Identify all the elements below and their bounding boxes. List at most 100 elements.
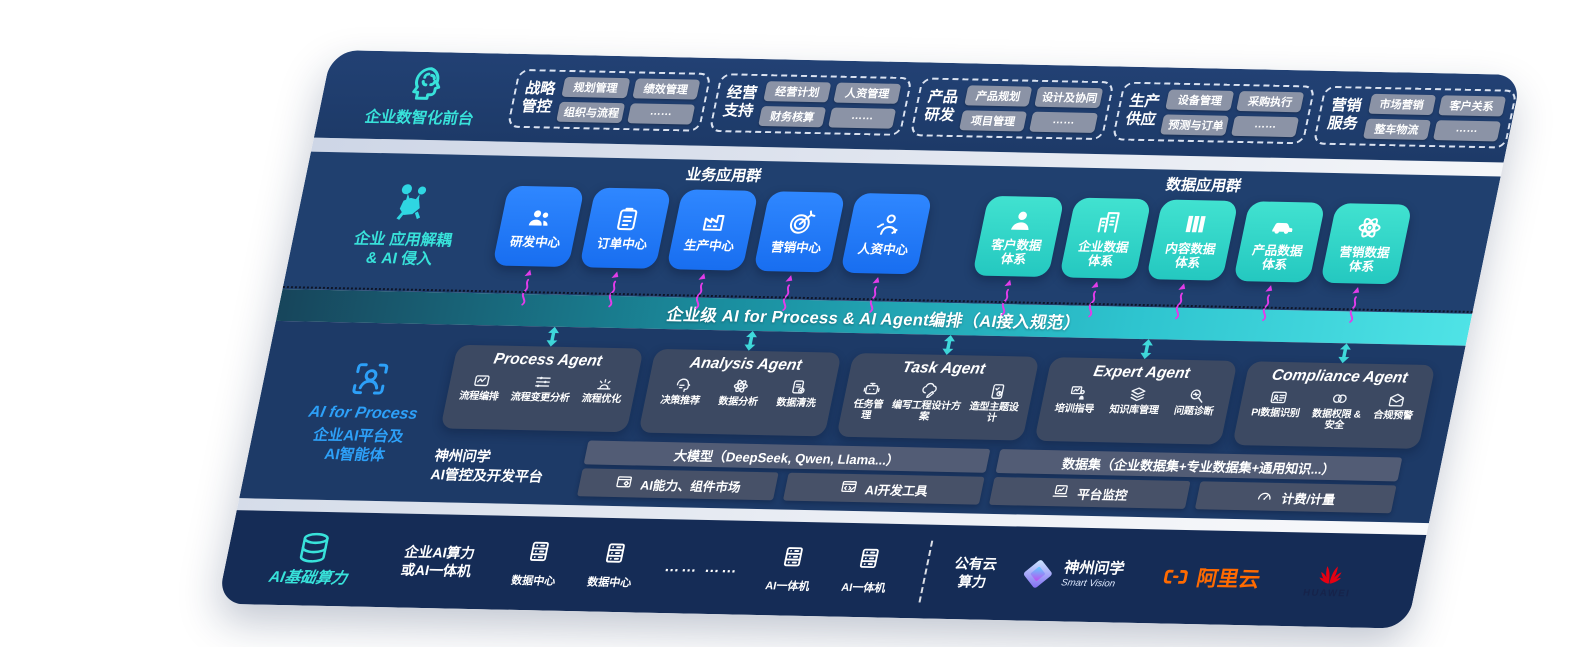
business-app-group: 业务应用群 研发中心 订单中心 生产中心 营销中心 人资中心 bbox=[486, 160, 938, 313]
agents-band: AI for Process 企业AI平台及 AI智能体 Process Age… bbox=[239, 320, 1466, 524]
front-tag: …… bbox=[1432, 119, 1501, 141]
huawei-name: HUAWEI bbox=[1302, 587, 1352, 600]
data-analysis-icon bbox=[730, 376, 753, 395]
agent-item-label: 培训指导 bbox=[1053, 403, 1096, 416]
front-tag: 市场营销 bbox=[1367, 93, 1436, 115]
flow-orchestration-icon bbox=[471, 371, 494, 390]
agents-row: Process Agent 流程编排 流程变更分析 流程优化 Analysis Agen… bbox=[440, 325, 1455, 449]
agent-item: 流程优化 bbox=[581, 373, 627, 405]
front-tag: 采购执行 bbox=[1236, 90, 1305, 112]
front-tag: 预测与订单 bbox=[1160, 113, 1230, 136]
model-cell-devtools: AI开发工具 bbox=[782, 472, 985, 505]
metering-icon bbox=[1254, 486, 1276, 507]
apps-band: 企业 应用解耦 & AI 侵入 业务应用群 研发中心 订单中心 生产中心 营销中心 人资… bbox=[282, 151, 1501, 323]
front-tag: …… bbox=[1029, 111, 1098, 133]
agents-side-label: AI for Process 企业AI平台及 AI智能体 bbox=[265, 321, 462, 502]
agent-item: 培训指导 bbox=[1054, 383, 1100, 415]
app-box: 产品数据 体系 bbox=[1233, 201, 1326, 283]
server-label: AI一体机 bbox=[764, 580, 811, 594]
architecture-panel: 企业数智化前台 战略管控 规划管理 绩效管理 组织与流程…… 经营支持 经营计划 人资管理财… bbox=[217, 50, 1522, 629]
server-datacenter-2: 数据中心 bbox=[586, 540, 640, 591]
front-label: 企业数智化前台 bbox=[363, 109, 476, 129]
team-icon bbox=[523, 203, 557, 231]
server-icon bbox=[777, 544, 809, 575]
agent-title: Expert Agent bbox=[1092, 363, 1192, 382]
permission-icon bbox=[1328, 389, 1351, 408]
app-box: 客户数据 体系 bbox=[972, 195, 1065, 278]
ellipsis-text: …… …… bbox=[663, 557, 741, 577]
platform-label: 神州问学 AI管控及开发平台 bbox=[429, 447, 545, 485]
front-tag: 规划管理 bbox=[561, 76, 630, 98]
marketing-data-icon bbox=[1353, 213, 1387, 241]
app-column: 营销中心 bbox=[745, 191, 846, 312]
front-group-name: 产品研发 bbox=[922, 88, 960, 125]
monitor-icon bbox=[1050, 482, 1072, 503]
data-title: 数据应用群 bbox=[1164, 176, 1243, 196]
cluster-text: 企业AI算力 或AI一体机 bbox=[399, 543, 477, 579]
agent-item-label: 数据权限 & 安全 bbox=[1310, 408, 1362, 432]
front-tag: …… bbox=[828, 106, 897, 129]
app-column: 产品数据 体系 bbox=[1225, 201, 1326, 322]
flow-change-icon bbox=[532, 372, 555, 391]
app-column: 订单中心 bbox=[571, 187, 672, 309]
agent-box: Task Agent 任务管理 编写工程设计方案 造型主题设计 bbox=[836, 352, 1040, 441]
agent-items: PI数据识别 数据权限 & 安全 合规预警 bbox=[1239, 387, 1424, 444]
front-group-tags: 市场营销 客户关系 整车物流…… bbox=[1362, 93, 1506, 141]
app-box: 营销数据 体系 bbox=[1320, 203, 1413, 285]
pink-curved-arrow bbox=[859, 275, 889, 313]
agent-box: Analysis Agent 决策推荐 数据分析 数据清洗 bbox=[638, 348, 842, 437]
hr-icon bbox=[871, 210, 905, 238]
dataset-group: 数据集（企业数据集+专业数据集+通用知识...） 平台监控 计费/计量 bbox=[988, 449, 1403, 514]
cell-label: AI能力、组件市场 bbox=[639, 478, 742, 495]
dataset-cell-metering: 计费/计量 bbox=[1194, 481, 1397, 514]
app-box: 内容数据 体系 bbox=[1146, 199, 1239, 281]
agents-label-cn: 企业AI平台及 AI智能体 bbox=[311, 426, 406, 465]
cloud-text: 公有云 算力 bbox=[953, 555, 999, 590]
front-tag: 人资管理 bbox=[833, 82, 902, 104]
pink-curved-arrow bbox=[598, 270, 628, 308]
server-label: AI一体机 bbox=[840, 581, 887, 595]
agent-title: Process Agent bbox=[492, 350, 604, 370]
dev-tools-icon bbox=[837, 477, 859, 498]
task-icon bbox=[860, 379, 883, 398]
server-datacenter-1: 数据中心 bbox=[510, 538, 564, 589]
design-doc-icon bbox=[918, 380, 941, 399]
agent-item-label: 决策推荐 bbox=[659, 394, 701, 407]
app-box: 人资中心 bbox=[840, 193, 933, 275]
pink-curved-arrow bbox=[511, 268, 541, 306]
server-icon bbox=[853, 545, 885, 576]
product-icon bbox=[1266, 211, 1300, 239]
agent-item: 问题诊断 bbox=[1173, 386, 1219, 418]
front-tag: 绩效管理 bbox=[631, 77, 700, 100]
component-market-icon bbox=[613, 473, 635, 494]
dataset-cell-monitor: 平台监控 bbox=[988, 476, 1191, 509]
compute-label: AI基础算力 bbox=[267, 568, 349, 588]
app-box-label: 营销中心 bbox=[769, 240, 823, 256]
front-group-tags: 经营计划 人资管理 财务核算…… bbox=[758, 80, 902, 129]
app-box: 研发中心 bbox=[492, 185, 585, 267]
front-group-name: 战略管控 bbox=[519, 80, 558, 116]
agent-item: 数据权限 & 安全 bbox=[1309, 389, 1367, 432]
pi-data-icon bbox=[1267, 388, 1290, 407]
server-label: 数据中心 bbox=[585, 576, 633, 590]
smartvision-name: 神州问学 bbox=[1062, 559, 1127, 578]
agent-column: Compliance Agent PI数据识别 数据权限 & 安全 合规预警 bbox=[1232, 341, 1439, 449]
server-icon bbox=[523, 538, 555, 569]
agent-item-label: 任务管理 bbox=[852, 399, 885, 422]
agent-item-label: 知识库管理 bbox=[1108, 404, 1160, 417]
app-box-label: 生产中心 bbox=[682, 238, 736, 254]
apps-side-label: 企业 应用解耦 & AI 侵入 bbox=[308, 156, 504, 293]
agent-item: 造型主题设计 bbox=[962, 381, 1029, 424]
teal-double-arrow bbox=[1335, 343, 1355, 364]
apps-label: 企业 应用解耦 & AI 侵入 bbox=[352, 230, 454, 269]
data-boxes: 客户数据 体系 企业数据 体系 内容数据 体系 产品数据 体系 营销数据 体系 bbox=[964, 195, 1413, 324]
molecule-icon bbox=[383, 180, 438, 227]
person-frame-icon bbox=[345, 358, 396, 401]
agent-items: 流程编排 流程变更分析 流程优化 bbox=[447, 371, 632, 428]
alert-icon bbox=[1385, 390, 1408, 409]
brain-head-icon bbox=[401, 63, 452, 106]
app-box-label: 内容数据 体系 bbox=[1164, 241, 1217, 271]
agent-item: PI数据识别 bbox=[1250, 387, 1305, 419]
agent-box: Compliance Agent PI数据识别 数据权限 & 安全 合规预警 bbox=[1232, 361, 1436, 449]
